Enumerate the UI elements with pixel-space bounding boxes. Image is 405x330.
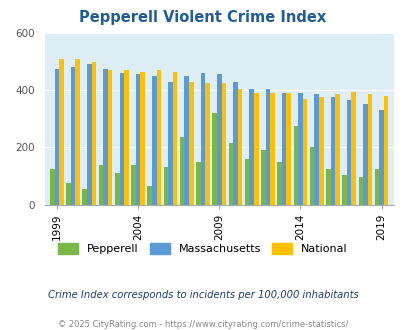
Bar [156, 70, 161, 205]
Bar [82, 189, 87, 205]
Bar [293, 126, 297, 205]
Bar [341, 175, 346, 205]
Bar [131, 165, 135, 205]
Bar [205, 83, 209, 205]
Bar [151, 76, 156, 205]
Bar [216, 75, 221, 205]
Bar [200, 73, 205, 205]
Text: Crime Index corresponds to incidents per 100,000 inhabitants: Crime Index corresponds to incidents per… [47, 290, 358, 300]
Bar [367, 94, 371, 205]
Bar [168, 82, 173, 205]
Bar [184, 76, 189, 205]
Bar [374, 169, 378, 205]
Bar [173, 72, 177, 205]
Bar [318, 97, 323, 205]
Bar [163, 167, 168, 205]
Bar [75, 59, 80, 205]
Bar [270, 93, 274, 205]
Legend: Pepperell, Massachusetts, National: Pepperell, Massachusetts, National [54, 239, 351, 258]
Bar [119, 73, 124, 205]
Bar [115, 173, 119, 205]
Bar [362, 105, 367, 205]
Bar [87, 64, 92, 205]
Bar [135, 75, 140, 205]
Bar [212, 113, 216, 205]
Bar [297, 93, 302, 205]
Bar [70, 67, 75, 205]
Bar [286, 93, 290, 205]
Bar [66, 183, 70, 205]
Bar [309, 148, 313, 205]
Bar [358, 178, 362, 205]
Bar [196, 162, 200, 205]
Bar [147, 186, 151, 205]
Bar [249, 89, 254, 205]
Bar [335, 94, 339, 205]
Bar [325, 169, 330, 205]
Bar [54, 69, 59, 205]
Bar [265, 89, 270, 205]
Text: Pepperell Violent Crime Index: Pepperell Violent Crime Index [79, 10, 326, 25]
Bar [313, 94, 318, 205]
Bar [50, 169, 54, 205]
Bar [260, 150, 265, 205]
Bar [378, 110, 383, 205]
Bar [302, 99, 307, 205]
Bar [189, 82, 193, 205]
Text: © 2025 CityRating.com - https://www.cityrating.com/crime-statistics/: © 2025 CityRating.com - https://www.city… [58, 320, 347, 329]
Bar [330, 97, 335, 205]
Bar [351, 92, 355, 205]
Bar [103, 69, 108, 205]
Bar [59, 59, 64, 205]
Bar [277, 162, 281, 205]
Bar [244, 159, 249, 205]
Bar [228, 143, 232, 205]
Bar [92, 62, 96, 205]
Bar [221, 83, 226, 205]
Bar [232, 82, 237, 205]
Bar [383, 96, 388, 205]
Bar [124, 70, 128, 205]
Bar [179, 137, 184, 205]
Bar [237, 89, 242, 205]
Bar [281, 93, 286, 205]
Bar [140, 72, 145, 205]
Bar [254, 93, 258, 205]
Bar [98, 165, 103, 205]
Bar [346, 100, 351, 205]
Bar [108, 70, 112, 205]
